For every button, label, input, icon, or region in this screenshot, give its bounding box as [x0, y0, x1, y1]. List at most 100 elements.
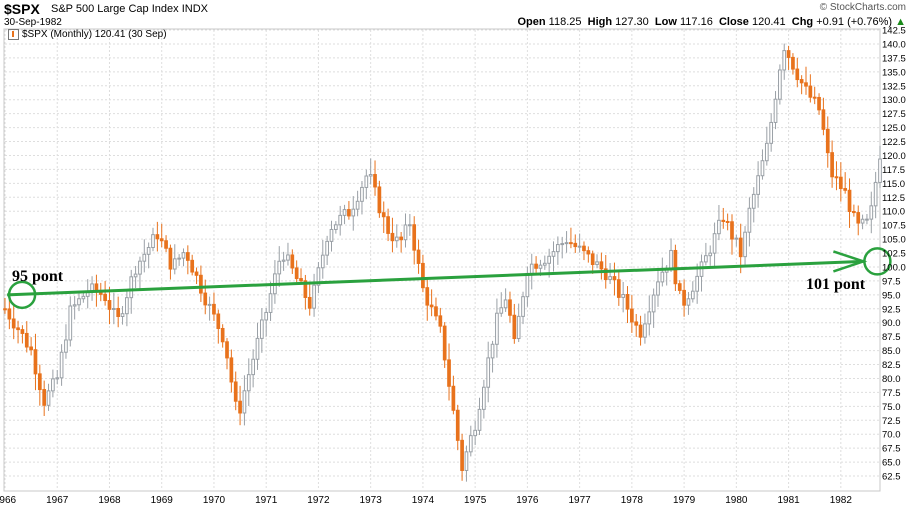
- candle-up: [172, 258, 177, 270]
- start-marker-circle: [7, 280, 37, 310]
- y-tick-label: 90.0: [882, 318, 901, 329]
- x-tick-label: 1980: [725, 495, 748, 506]
- candle-down: [791, 56, 795, 70]
- candle-up: [778, 69, 782, 100]
- y-tick-label: 67.5: [882, 444, 901, 455]
- candle-up: [142, 253, 147, 262]
- y-tick-label: 80.0: [882, 374, 901, 385]
- candle-down: [730, 221, 734, 240]
- index-name-text: S&P 500 Large Cap Index: [51, 3, 179, 15]
- y-tick-label: 137.5: [882, 53, 906, 64]
- open-label: Open: [517, 16, 546, 28]
- candle-down: [220, 327, 225, 343]
- candle-up: [316, 267, 321, 286]
- up-arrow-icon: ▲: [895, 16, 906, 28]
- grid-lines: [4, 29, 880, 490]
- candle-up: [408, 224, 412, 227]
- candle-up: [464, 451, 469, 471]
- candle-down: [399, 236, 403, 241]
- candle-down: [677, 283, 682, 291]
- brand-label[interactable]: © StockCharts.com: [819, 2, 906, 13]
- candle-up: [333, 224, 338, 230]
- candle-down: [381, 212, 386, 218]
- candle-down: [843, 188, 848, 191]
- candle-down: [721, 219, 726, 222]
- candle-up: [660, 271, 665, 283]
- candle-up: [255, 337, 260, 360]
- x-tick-label: 1979: [673, 495, 696, 506]
- candle-up: [246, 374, 251, 392]
- candle-up: [286, 254, 290, 261]
- candle-up: [77, 298, 81, 306]
- candle-up: [499, 307, 504, 314]
- index-name: S&P 500 Large Cap Index INDX: [51, 3, 208, 15]
- candle-down: [155, 234, 160, 240]
- chg-value: +0.91 (+0.76%): [816, 16, 893, 28]
- candle-down: [682, 289, 686, 306]
- candle-down: [838, 176, 843, 190]
- candle-down: [573, 242, 578, 248]
- candle-up: [468, 435, 473, 453]
- candle-down: [199, 274, 203, 294]
- candle-up: [242, 390, 247, 414]
- end-marker-circle: [863, 247, 892, 276]
- candlestick-legend-icon: [8, 29, 19, 40]
- low-label: Low: [654, 16, 677, 28]
- candle-down: [164, 240, 168, 249]
- candle-down: [616, 279, 621, 298]
- candle-up: [360, 186, 364, 202]
- series-legend: $SPX (Monthly) 120.41 (30 Sep): [8, 29, 167, 40]
- candle-down: [107, 300, 112, 310]
- candle-down: [447, 359, 451, 387]
- candle-up: [342, 209, 347, 216]
- candle-up: [873, 181, 878, 207]
- candle-up: [111, 308, 116, 311]
- candle-down: [455, 409, 460, 441]
- candle-down: [825, 128, 830, 154]
- candle-up: [477, 408, 482, 431]
- candle-down: [421, 262, 425, 289]
- candle-up: [394, 236, 399, 242]
- candle-down: [233, 381, 238, 402]
- candle-up: [595, 261, 599, 266]
- y-tick-label: 77.5: [882, 388, 901, 399]
- candle-up: [482, 386, 486, 410]
- y-tick-label: 85.0: [882, 346, 901, 357]
- y-tick-label: 142.5: [882, 26, 906, 37]
- x-tick-label: 1973: [360, 495, 383, 506]
- candle-up: [133, 273, 138, 278]
- trendline: [7, 259, 864, 297]
- candle-up: [695, 275, 700, 292]
- x-tick-label: 1969: [151, 495, 174, 506]
- candle-down: [634, 321, 639, 326]
- candle-down: [821, 109, 826, 130]
- candle-down: [586, 250, 591, 255]
- candle-up: [860, 218, 865, 224]
- y-axis: 62.5 65.0 67.5 70.0 72.5 75.0 77.5 80.0 82.5 85.0…: [882, 26, 906, 483]
- low-value: 117.16: [679, 16, 713, 28]
- candle-down: [11, 318, 16, 329]
- candle-up: [503, 299, 508, 309]
- candle-up: [773, 98, 778, 123]
- candle-down: [599, 261, 604, 270]
- candle-down: [212, 303, 216, 315]
- y-tick-label: 82.5: [882, 360, 901, 371]
- candle-up: [608, 276, 612, 281]
- y-tick-label: 120.0: [882, 151, 906, 162]
- candle-up: [690, 290, 695, 300]
- candle-down: [438, 315, 443, 327]
- candle-down: [856, 212, 861, 224]
- candle-down: [229, 357, 234, 383]
- y-tick-label: 140.0: [882, 39, 906, 50]
- candle-up: [712, 233, 717, 254]
- candle-down: [508, 299, 512, 316]
- y-tick-label: 125.0: [882, 123, 906, 134]
- trendline-group: [7, 247, 892, 310]
- candle-up: [756, 175, 760, 195]
- candle-up: [743, 231, 747, 258]
- legend-text: $SPX (Monthly) 120.41 (30 Sep): [22, 29, 167, 40]
- candle-up: [259, 319, 264, 339]
- candle-down: [386, 216, 390, 234]
- candle-up: [81, 295, 86, 300]
- candle-up: [708, 252, 713, 257]
